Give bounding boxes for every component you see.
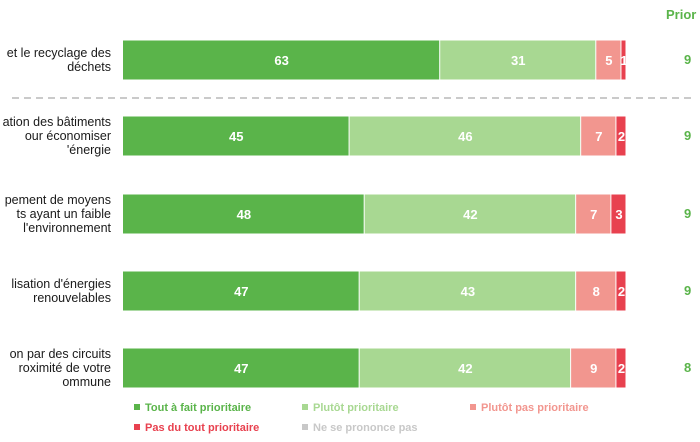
data-label: 31: [511, 53, 525, 68]
data-label: 43: [461, 284, 475, 299]
data-label: 42: [458, 361, 472, 376]
bar-segment: [123, 194, 364, 234]
bar-segment: [611, 194, 626, 234]
data-label: 3: [615, 207, 622, 222]
bar-segment: [581, 116, 616, 156]
category-label: et le recyclage des déchets: [6, 46, 111, 74]
legend-item: Pas du tout prioritaire: [134, 422, 259, 434]
data-label: 7: [590, 207, 597, 222]
priority-total: 9: [684, 52, 692, 67]
legend-label: Ne se prononce pas: [313, 422, 418, 434]
data-label: 46: [458, 129, 472, 144]
bar-segment: [616, 116, 626, 156]
data-label: 47: [234, 284, 248, 299]
data-label: 2: [618, 129, 625, 144]
data-label: 9: [590, 361, 597, 376]
bar-segment: [123, 348, 359, 388]
priority-total: 9: [684, 206, 692, 221]
legend-item: Ne se prononce pas: [302, 422, 418, 434]
bar-segment: [123, 116, 349, 156]
legend-swatch: [470, 404, 476, 410]
bar-segment: [576, 271, 616, 311]
category-label: ation des bâtiments our économiser 'éner…: [2, 115, 111, 157]
priority-total: 8: [684, 360, 692, 375]
bar-segment: [359, 271, 576, 311]
category-label: pement de moyens ts ayant un faible l'en…: [4, 193, 111, 235]
legend-swatch: [302, 404, 308, 410]
bar-segment: [576, 194, 611, 234]
bar-segment: [440, 40, 596, 80]
data-label: 47: [234, 361, 248, 376]
bar-segment: [123, 271, 359, 311]
data-label: 1: [620, 53, 627, 68]
legend-swatch: [302, 424, 308, 430]
bar-segment: [616, 348, 626, 388]
data-label: 48: [237, 207, 251, 222]
data-label: 2: [618, 284, 625, 299]
bar-segment: [349, 116, 581, 156]
legend-swatch: [134, 424, 140, 430]
data-label: 8: [593, 284, 600, 299]
legend-item: Tout à fait prioritaire: [134, 402, 251, 414]
data-label: 63: [274, 53, 288, 68]
bar-segment: [571, 348, 616, 388]
data-label: 2: [618, 361, 625, 376]
legend-label: Pas du tout prioritaire: [145, 422, 260, 434]
bar-segment: [364, 194, 576, 234]
legend-label: Plutôt prioritaire: [313, 402, 399, 414]
legend-swatch: [134, 404, 140, 410]
legend-item: Plutôt prioritaire: [302, 402, 399, 414]
legend-label: Tout à fait prioritaire: [145, 402, 252, 414]
legend-item: Plutôt pas prioritaire: [470, 402, 589, 414]
data-label: 5: [605, 53, 612, 68]
priority-total: 9: [684, 128, 692, 143]
category-label: lisation d'énergies renouvelables: [11, 277, 111, 305]
data-label: 42: [463, 207, 477, 222]
data-label: 7: [595, 129, 602, 144]
bar-segment: [616, 271, 626, 311]
priority-header: Prior: [666, 7, 697, 22]
priority-total: 9: [684, 283, 692, 298]
bar-segment: [123, 40, 440, 80]
bar-segment: [621, 40, 626, 80]
data-label: 45: [229, 129, 243, 144]
legend: Tout à fait prioritaire Plutôt prioritair…: [134, 402, 694, 442]
category-label: on par des circuits roximité de votre om…: [9, 347, 111, 389]
legend-label: Plutôt pas prioritaire: [481, 402, 589, 414]
bar-segment: [596, 40, 621, 80]
bar-segment: [359, 348, 571, 388]
